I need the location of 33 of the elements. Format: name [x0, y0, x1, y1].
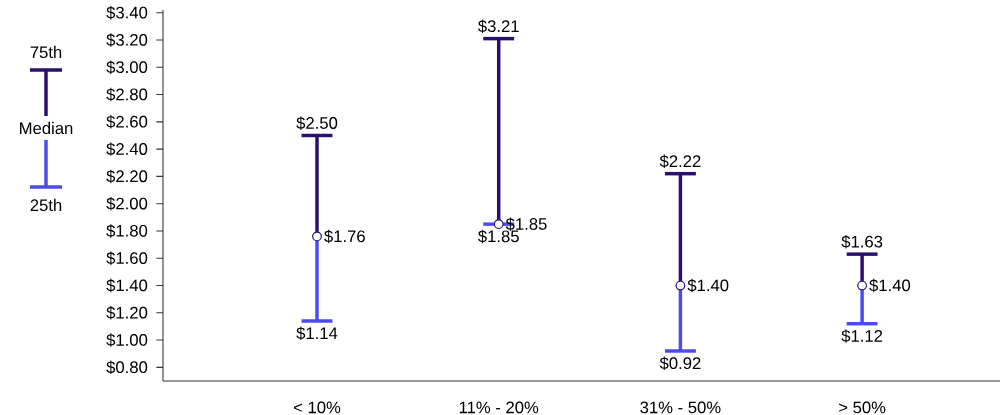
annotation: $1.12	[841, 329, 883, 343]
annotation: $1.40	[869, 278, 911, 293]
y-tick-label: $0.80	[106, 360, 148, 375]
x-tick-label: < 10%	[293, 401, 341, 414]
annotation: $3.21	[478, 19, 519, 34]
text: 75th	[30, 45, 62, 59]
annotation: $1.14	[296, 326, 338, 341]
y-tick-label: $3.00	[106, 60, 148, 75]
annotation: $1.40	[687, 278, 729, 293]
annotation: $1.85	[505, 217, 547, 231]
y-tick-label: $1.40	[106, 278, 148, 293]
y-tick-label: $1.20	[106, 306, 148, 320]
x-tick-label: 11% - 20%	[459, 401, 539, 414]
y-tick-label: $3.20	[106, 33, 148, 47]
annotation: $2.22	[659, 154, 701, 169]
x-tick-label: > 50%	[839, 401, 886, 414]
y-tick-label: $2.00	[106, 196, 148, 211]
annotation: $1.76	[324, 229, 365, 244]
y-tick-label: $2.80	[106, 87, 148, 102]
annotation: $0.92	[659, 356, 701, 371]
text: Median	[20, 121, 73, 135]
annotation: $1.63	[841, 235, 883, 249]
y-tick-label: $1.80	[106, 224, 148, 238]
y-tick-label: $1.60	[106, 251, 148, 265]
annotation: $1.85	[478, 229, 519, 244]
y-tick-label: $2.40	[106, 142, 148, 156]
annotation: $2.50	[296, 116, 338, 130]
y-tick-label: $1.00	[106, 333, 148, 347]
x-tick-label: 31% - 50%	[640, 401, 721, 414]
y-tick-label: $2.60	[106, 115, 148, 129]
y-tick-label: $3.40	[106, 5, 148, 20]
text: 25th	[30, 198, 62, 212]
y-tick-label: $2.20	[106, 169, 148, 184]
